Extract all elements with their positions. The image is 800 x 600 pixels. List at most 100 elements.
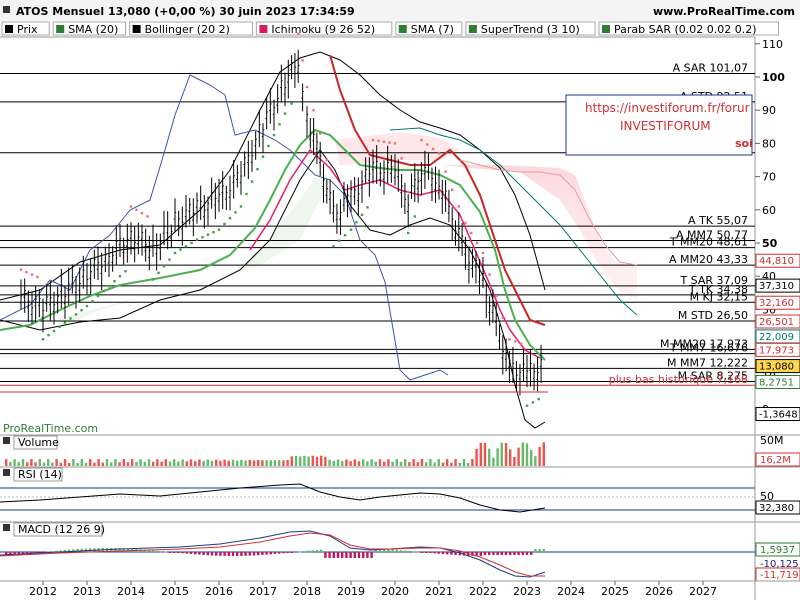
volume-bar	[320, 455, 323, 466]
sar-dot	[168, 258, 171, 261]
sar-dot	[223, 222, 226, 226]
value-tag-box	[755, 342, 800, 357]
macd-hist-bar	[252, 552, 256, 556]
macd-hist-bar	[496, 552, 499, 555]
sar-dot	[290, 102, 293, 105]
volume-bar	[441, 462, 445, 466]
macd-hist-bar	[294, 551, 298, 553]
sar-dot	[212, 231, 215, 234]
sar-dot	[437, 152, 441, 155]
annotation-box	[565, 94, 753, 156]
macd-hist-bar	[177, 552, 180, 553]
macd-hist-bar	[231, 552, 235, 556]
macd-hist-bar	[26, 552, 29, 554]
macd-hist-bar	[492, 552, 495, 555]
legend-item[interactable]	[129, 21, 253, 36]
sar-dot	[519, 342, 523, 345]
macd-hist-bar	[437, 552, 440, 554]
sar-dot	[495, 294, 498, 298]
volume-bar	[341, 461, 344, 466]
sar-dot	[151, 278, 155, 281]
volume-bar	[416, 462, 419, 466]
collapse-icon[interactable]	[3, 6, 10, 13]
value-tag-box	[755, 359, 800, 374]
macd-hist-bar	[336, 552, 340, 558]
macd-hist-bar	[446, 552, 449, 555]
sar-dot	[360, 213, 364, 216]
macd-hist-bar	[320, 549, 323, 552]
watermark: ProRealTime.com	[3, 422, 98, 435]
price-tick-label: 90	[762, 104, 776, 117]
sar-dot	[283, 112, 287, 115]
macd-hist-bar	[114, 548, 117, 552]
time-tick-label: 2026	[645, 585, 673, 598]
macd-hist-bar	[341, 552, 344, 558]
legend-label: Ichimoku (9 26 52)	[271, 23, 375, 36]
volume-bar	[219, 460, 222, 466]
macd-hist-bar	[118, 548, 121, 552]
annotation-url[interactable]: https://investiforum.fr/forur	[585, 101, 750, 115]
volume-bar	[202, 461, 205, 466]
volume-bar	[215, 459, 218, 466]
volume-bar	[42, 462, 46, 466]
macd-hist-bar	[68, 549, 71, 552]
volume-bar	[97, 459, 100, 466]
value-tag: 37,310	[759, 281, 794, 292]
bollinger-lower	[0, 149, 546, 429]
macd-hist-bar	[416, 551, 419, 553]
indicator-legend: Prix SMA (20) Bollinger (20 2) Ichimoku (9 …	[0, 20, 779, 37]
macd-hist-bar	[462, 552, 466, 556]
macd-collapse-icon[interactable]	[3, 524, 10, 531]
sar-dot	[19, 268, 23, 271]
macd-signal-line	[0, 532, 545, 577]
macd-hist-bar	[236, 552, 239, 556]
time-tick-label: 2021	[425, 585, 453, 598]
price-tick-label: 110	[762, 38, 783, 51]
legend-item[interactable]	[598, 21, 779, 36]
macd-hist-bar	[286, 552, 289, 553]
sar-dot	[393, 142, 397, 145]
macd-hist-bar	[223, 552, 226, 556]
sar-dot	[69, 317, 72, 320]
sar-dot	[464, 221, 467, 225]
legend-item[interactable]	[1, 21, 50, 36]
macd-hist-bar	[509, 552, 512, 555]
macd-hist-bar	[534, 549, 537, 552]
value-tag: 8,2751	[759, 378, 794, 389]
volume-bar	[63, 459, 67, 466]
macd-hist-bar	[328, 552, 331, 558]
legend-label: SMA (20)	[68, 23, 118, 36]
macd-hist-bar	[210, 552, 214, 556]
volume-bar	[257, 460, 260, 466]
legend-item[interactable]	[465, 21, 596, 36]
macd-hist-bar	[521, 552, 524, 555]
volume-collapse-icon[interactable]	[3, 437, 10, 444]
level-label: M SAR 8,275	[678, 370, 748, 383]
legend-item[interactable]	[52, 21, 127, 36]
macd-hist-bar	[269, 552, 272, 555]
volume-bar	[223, 459, 226, 466]
sar-dot	[41, 338, 45, 341]
macd-title-box	[13, 522, 103, 537]
time-tick-label: 2025	[601, 585, 629, 598]
volume-bar	[240, 459, 243, 466]
macd-hist-bar	[59, 550, 62, 552]
rsi-collapse-icon[interactable]	[3, 469, 10, 476]
macd-hist-bar	[383, 548, 386, 552]
volume-bar	[383, 461, 386, 466]
sar-dot	[349, 228, 353, 231]
macd-hist-bar	[500, 552, 503, 555]
legend-label: SMA (7)	[411, 23, 454, 36]
macd-hist-bar	[488, 552, 491, 555]
volume-bar	[269, 460, 272, 466]
macd-hist-bar	[72, 549, 75, 552]
macd-hist-bar	[353, 552, 356, 558]
volume-bar	[68, 462, 71, 466]
level-label: M KJ 32,15	[690, 290, 748, 303]
volume-bar	[156, 459, 159, 466]
volume-bar	[101, 462, 104, 466]
sar-dot	[245, 192, 248, 196]
legend-item[interactable]	[395, 21, 463, 36]
legend-item[interactable]	[255, 21, 393, 36]
level-label: M MM7 12,222	[667, 356, 748, 369]
